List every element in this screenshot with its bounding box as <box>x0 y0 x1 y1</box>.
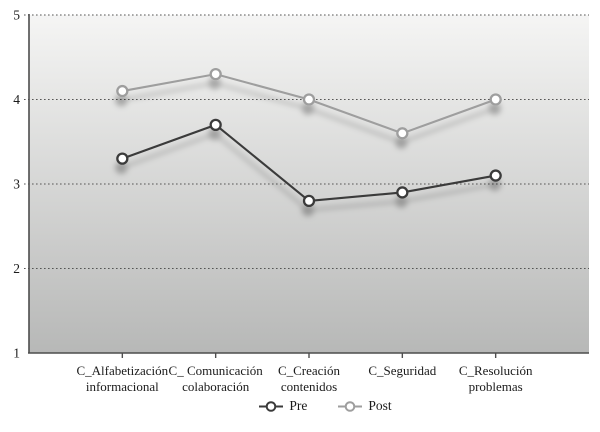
y-axis-tick-label: 2 <box>13 261 20 276</box>
y-axis-tick-label: 5 <box>13 8 20 23</box>
data-point-pre-2 <box>302 194 316 208</box>
y-axis-tick-label: 1 <box>13 346 20 361</box>
post-line-marker-icon <box>338 400 363 412</box>
x-axis-label: C_Resolución problemas <box>459 363 533 394</box>
x-axis-label: C_Alfabetización informacional <box>76 363 168 394</box>
data-point-post-3 <box>396 127 409 140</box>
x-axis-label: C_Seguridad <box>368 363 436 378</box>
data-point-post-4 <box>489 93 502 106</box>
data-point-pre-3 <box>396 186 409 199</box>
y-axis-tick-label: 4 <box>13 92 20 107</box>
y-axis-tick-label: 3 <box>13 177 20 192</box>
legend-label-post: Post <box>368 398 392 413</box>
data-point-pre-1 <box>209 118 222 131</box>
data-point-pre-4 <box>489 169 502 182</box>
legend-label-pre: Pre <box>289 398 308 413</box>
data-point-post-2 <box>302 93 316 106</box>
data-point-pre-0 <box>116 152 129 165</box>
legend-item-pre: Pre <box>258 398 307 414</box>
legend-item-post: Post <box>337 398 392 414</box>
pre-line-marker-icon <box>259 400 284 412</box>
data-point-post-0 <box>116 84 129 98</box>
data-point-post-1 <box>209 68 222 81</box>
x-axis-label: C_Creación contenidos <box>278 363 341 394</box>
series-pre <box>116 118 502 208</box>
chart-legend: Pre Post <box>25 398 600 414</box>
x-axis-label: C_ Comunicación colaboración <box>169 363 264 394</box>
series-post <box>116 68 502 140</box>
